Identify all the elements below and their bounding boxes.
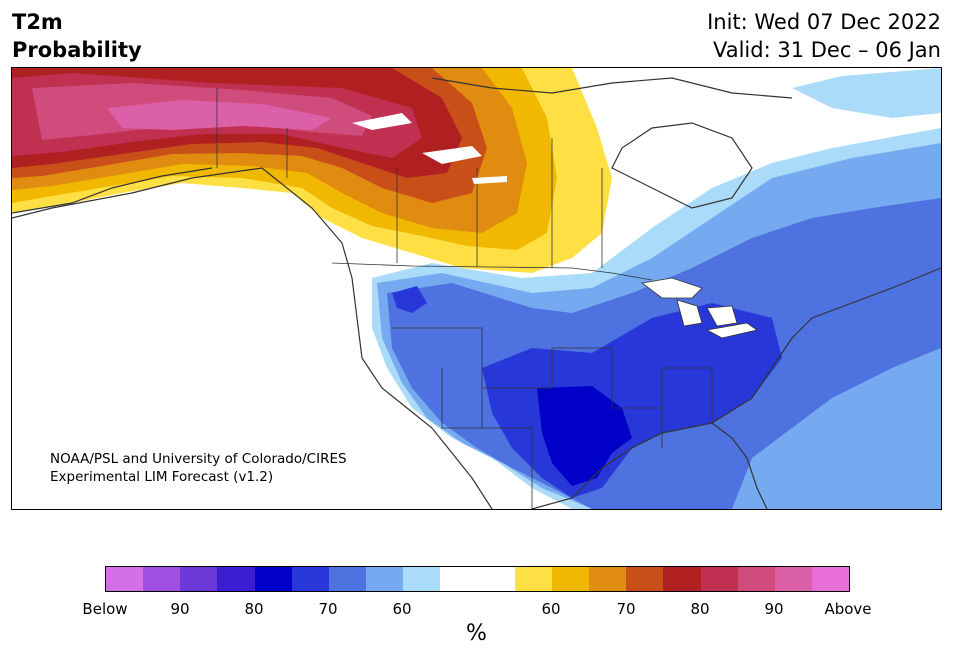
colorbar-swatch [700, 567, 738, 591]
colorbar-swatch [514, 567, 552, 591]
us-canada-border [331, 262, 653, 281]
colorbar-tick-label: 90 [170, 600, 190, 618]
arctic-coast [431, 77, 793, 99]
colorbar-swatch [143, 567, 181, 591]
colorbar-swatch [811, 567, 850, 591]
colorbar-swatch [366, 567, 404, 591]
colorbar-tick-label: 60 [541, 600, 561, 618]
cold-80-region [537, 386, 632, 486]
map-title: T2m Probability [12, 8, 142, 64]
colorbar-swatch [477, 567, 515, 591]
forecast-dates: Init: Wed 07 Dec 2022 Valid: 31 Dec – 06… [707, 8, 941, 64]
us-states [392, 327, 713, 509]
colorbar-tick-label: Below [82, 600, 128, 618]
borders [216, 88, 713, 509]
credit-text: NOAA/PSL and University of Colorado/CIRE… [50, 450, 347, 486]
credit-line2: Experimental LIM Forecast (v1.2) [50, 469, 274, 485]
alaska-south-coast [12, 167, 213, 214]
colorbar-swatch [626, 567, 664, 591]
colorbar-swatch [106, 567, 144, 591]
colorbar-swatch [403, 567, 441, 591]
hudson-bay [611, 122, 753, 209]
colorbar-swatch [589, 567, 627, 591]
cold-idaho-75-region [392, 286, 427, 313]
warm-95-region [107, 100, 332, 130]
valid-range: Valid: 31 Dec – 06 Jan [712, 38, 941, 62]
title-type: Probability [12, 38, 142, 62]
colorbar-unit: % [466, 621, 487, 646]
gulf-coast [531, 422, 768, 509]
colorbar-swatch [217, 567, 255, 591]
colorbar-swatch [180, 567, 218, 591]
coastlines [12, 77, 941, 509]
colorbar-swatch [291, 567, 329, 591]
colorbar-tick-label: 70 [616, 600, 636, 618]
colorbar-tick-label: 60 [392, 600, 412, 618]
init-date: Init: Wed 07 Dec 2022 [707, 10, 941, 34]
colorbar-swatch [737, 567, 775, 591]
colorbar-swatch [774, 567, 812, 591]
colorbar-ticks: Below 90 80 70 60 60 70 80 90 Above [0, 600, 953, 620]
canada-provinces [286, 128, 603, 268]
atlantic-coast [711, 267, 941, 424]
great-lakes [641, 277, 758, 339]
colorbar-tick-label: Above [824, 600, 872, 618]
colorbar-swatch [663, 567, 701, 591]
title-variable: T2m [12, 10, 63, 34]
map-svg [12, 68, 941, 509]
colorbar-tick-label: 80 [244, 600, 264, 618]
colorbar-swatch [328, 567, 367, 591]
colorbar-tick-label: 70 [318, 600, 338, 618]
colorbar [105, 566, 850, 592]
cold-arctic-60-region [792, 68, 941, 118]
colorbar-swatch [254, 567, 292, 591]
probability-map: NOAA/PSL and University of Colorado/CIRE… [11, 67, 942, 510]
colorbar-tick-label: 90 [764, 600, 784, 618]
colorbar-swatch [440, 567, 478, 591]
pacific-coast [12, 167, 493, 509]
canada-lakes [352, 113, 507, 184]
colorbar-swatch [551, 567, 590, 591]
colorbar-tick-label: 80 [690, 600, 710, 618]
credit-line1: NOAA/PSL and University of Colorado/CIRE… [50, 451, 347, 467]
